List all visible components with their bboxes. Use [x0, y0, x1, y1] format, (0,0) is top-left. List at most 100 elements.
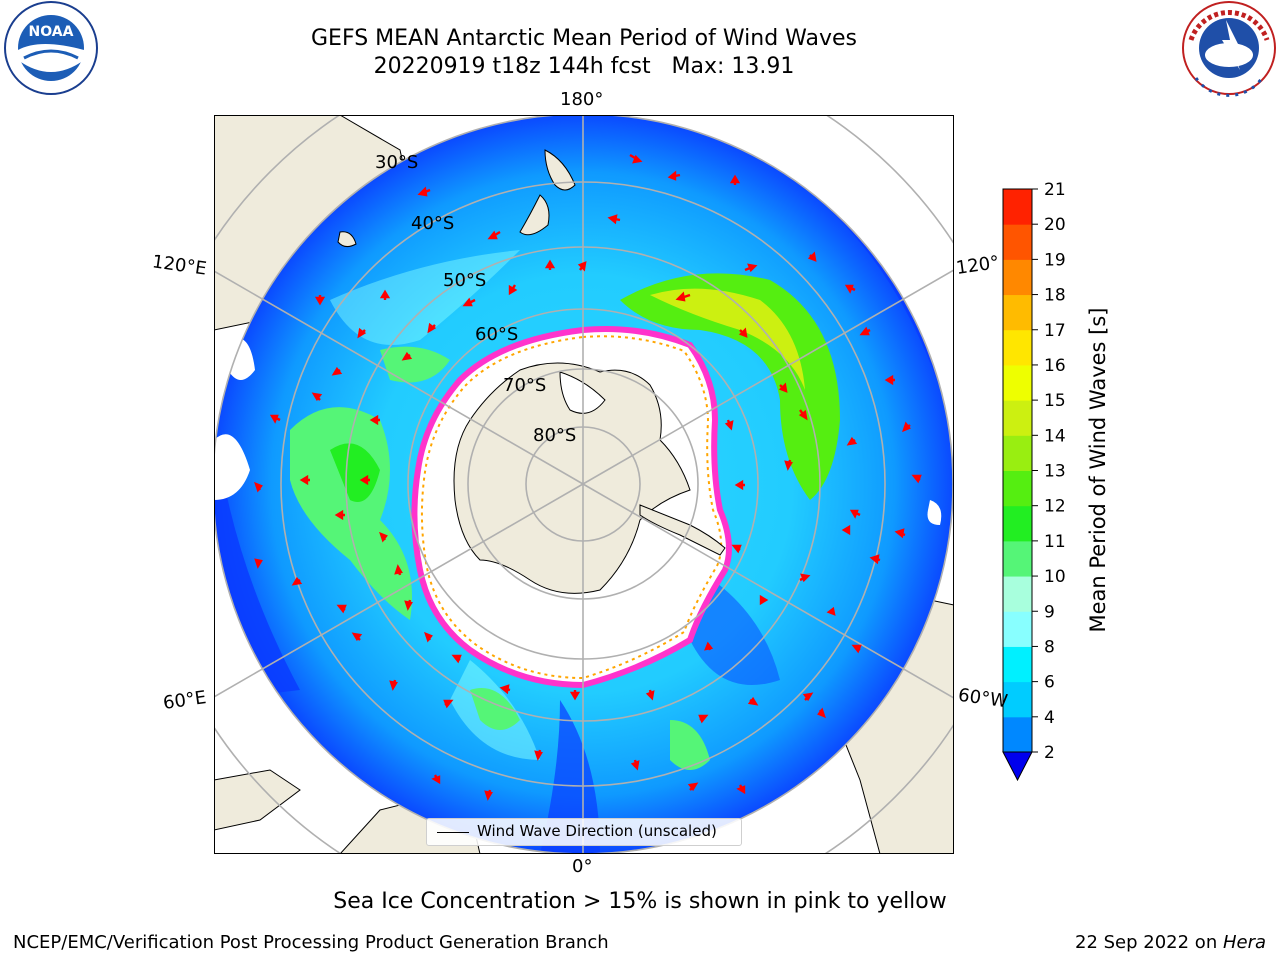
wind-arrow	[630, 759, 640, 771]
wind-arrow	[846, 436, 858, 446]
colorbar-tick-label: 16	[1044, 356, 1066, 376]
footer-credit: NCEP/EMC/Verification Post Processing Pr…	[13, 932, 609, 953]
colorbar-segment	[1003, 224, 1032, 260]
colorbar-tick-label: 20	[1044, 215, 1066, 235]
wind-arrow	[351, 632, 363, 642]
wind-arrow	[724, 419, 734, 431]
colorbar-tick-label: 12	[1044, 497, 1066, 517]
wind-arrow	[902, 421, 911, 433]
colorbar-tick-label: 8	[1044, 637, 1055, 657]
wind-arrow	[645, 689, 655, 701]
lat-label-40s: 40°S	[411, 213, 455, 234]
wind-arrow	[738, 327, 748, 338]
lat-label-70s: 70°S	[503, 375, 547, 396]
wind-arrow	[443, 699, 454, 709]
colorbar-segment	[1003, 470, 1032, 507]
colorbar-segment	[1003, 364, 1032, 401]
wind-arrow	[607, 214, 621, 225]
map-subtitle: 20220919 t18z 144h fcst Max: 13.91	[373, 54, 795, 79]
wind-arrow	[291, 576, 303, 586]
wind-arrow	[826, 606, 836, 616]
footer-host: Hera	[1222, 932, 1266, 953]
wind-arrow	[704, 641, 714, 651]
colorbar-tick-label: 4	[1044, 708, 1055, 728]
wind-arrow	[841, 524, 851, 536]
colorbar-segment	[1003, 329, 1032, 366]
wind-arrow	[359, 474, 370, 486]
land-antarctic-peninsula	[639, 504, 726, 556]
wind-arrow	[869, 554, 881, 565]
noaa-logo-text: NOAA	[29, 24, 74, 40]
wind-arrow	[336, 604, 347, 614]
colorbar-tick-label: 17	[1044, 321, 1066, 341]
wind-arrow	[667, 170, 681, 181]
wind-arrow	[401, 351, 413, 361]
footer-date: 22 Sep 2022 on Hera	[1075, 932, 1266, 953]
wind-arrow	[487, 230, 501, 240]
lon-label-0: 0°	[572, 856, 593, 877]
wind-arrow	[484, 789, 493, 801]
colorbar-tick-label: 14	[1044, 426, 1066, 446]
wind-arrow	[798, 409, 808, 421]
wind-arrow	[417, 186, 431, 197]
wind-arrow	[817, 707, 826, 719]
colorbar-segment	[1003, 400, 1032, 436]
colorbar-segment	[1003, 716, 1032, 753]
colorbar-tick-label: 21	[1044, 180, 1066, 200]
lat-label-50s: 50°S	[443, 270, 487, 291]
lon-label-180: 180°	[560, 89, 604, 110]
wind-arrow	[462, 297, 476, 307]
colorbar-title: Mean Period of Wind Waves [s]	[1086, 307, 1110, 633]
wind-arrow	[577, 261, 587, 272]
wind-arrow	[849, 509, 861, 519]
wind-arrow	[784, 459, 793, 471]
wind-arrow	[534, 749, 543, 761]
wind-arrow	[431, 774, 441, 785]
colorbar-segment	[1003, 576, 1032, 612]
wind-arrow	[778, 382, 788, 393]
colorbar-tick-label: 9	[1044, 602, 1055, 622]
wind-arrow	[394, 564, 403, 576]
wind-arrow	[731, 544, 742, 554]
sea-ice-caption: Sea Ice Concentration > 15% is shown in …	[333, 889, 947, 914]
wind-arrow	[254, 481, 263, 493]
map-title: GEFS MEAN Antarctic Mean Period of Wind …	[311, 26, 857, 51]
colorbar-tick-label: 13	[1044, 462, 1066, 482]
wind-arrow	[884, 374, 895, 386]
legend-label: Wind Wave Direction (unscaled)	[477, 822, 717, 840]
wind-arrow	[799, 573, 811, 583]
wind-arrow	[729, 174, 741, 185]
wind-arrow	[334, 509, 345, 521]
colorbar-segment	[1003, 681, 1032, 718]
colorbar-tick-label: 6	[1044, 673, 1055, 693]
wind-arrow	[734, 479, 745, 491]
noaa-logo: NOAA	[4, 1, 98, 95]
wind-arrow	[759, 594, 769, 606]
wind-arrow	[299, 474, 310, 486]
wind-wave-arrows	[254, 153, 922, 801]
lat-label-60s: 60°S	[475, 324, 519, 345]
wind-arrow	[844, 284, 856, 294]
wind-arrow	[675, 291, 691, 302]
wind-arrow	[451, 654, 462, 664]
wind-arrow	[379, 289, 391, 300]
wind-arrow	[747, 696, 759, 706]
colorbar-segment	[1003, 646, 1032, 683]
wind-arrow	[569, 690, 581, 701]
colorbar-tick-label: 10	[1044, 567, 1066, 587]
legend-line-swatch	[437, 832, 469, 833]
wind-arrow	[744, 263, 758, 273]
wind-arrow	[269, 414, 281, 424]
wind-arrow	[499, 684, 511, 695]
wind-arrow	[894, 528, 906, 539]
wind-arrow	[311, 392, 323, 402]
colorbar-tick-label: 19	[1044, 250, 1066, 270]
wind-arrow	[544, 259, 556, 270]
land-new-zealand	[544, 149, 576, 191]
colorbar-tick-label: 11	[1044, 532, 1066, 552]
colorbar-tick-label: 15	[1044, 391, 1066, 411]
colorbar-segment	[1003, 505, 1032, 542]
map-panel	[214, 115, 954, 854]
colorbar-segment	[1003, 611, 1032, 647]
